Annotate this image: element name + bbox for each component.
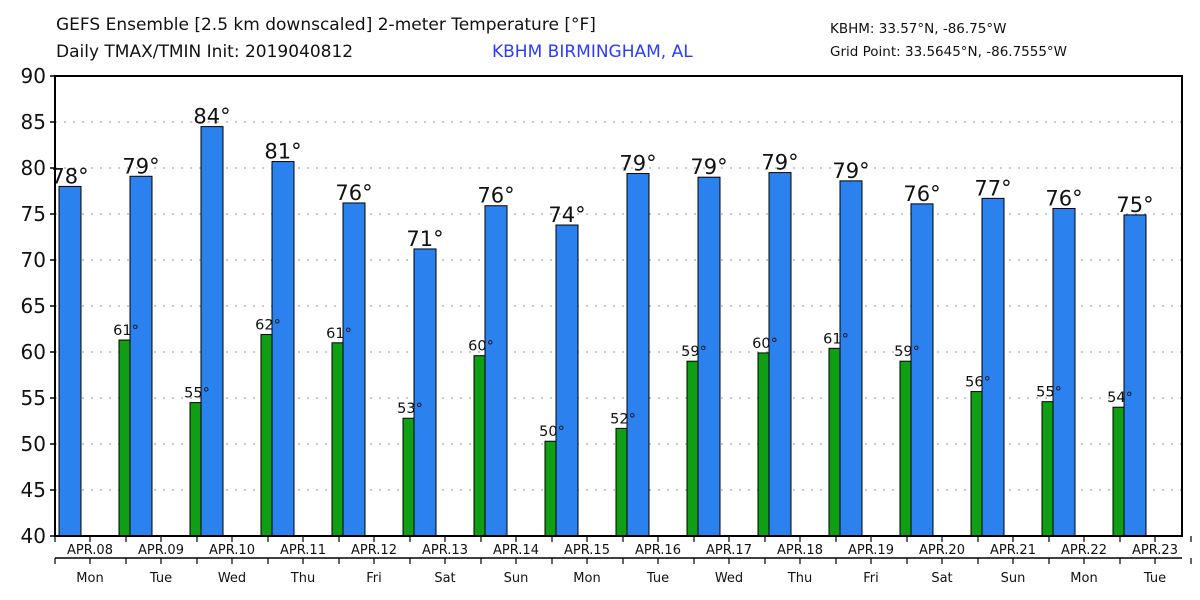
tmax-label: 76° <box>903 182 940 206</box>
location-label: KBHM BIRMINGHAM, AL <box>492 42 693 62</box>
tmax-label: 77° <box>974 176 1011 200</box>
tmax-label: 76° <box>477 184 514 208</box>
weekday-label: Sun <box>504 571 529 586</box>
tmin-label: 55° <box>1036 385 1062 401</box>
tmin-label: 50° <box>539 424 565 440</box>
weekday-label: Wed <box>218 571 246 586</box>
y-tick-label: 85 <box>21 110 46 134</box>
weekday-label: Sun <box>1001 571 1026 586</box>
tmax-bar <box>58 185 82 537</box>
date-label: APR.08 <box>67 543 113 558</box>
y-tick-label: 50 <box>21 432 46 456</box>
axes: 40 45 50 55 60 65 70 75 80 85 90 APR.08 Mon APR.09 Tue… <box>21 64 1192 586</box>
y-tick-label: 75 <box>21 202 46 226</box>
tmax-bar <box>626 173 650 537</box>
weekday-label: Mon <box>76 571 103 586</box>
tmax-label: 79° <box>690 155 727 179</box>
tmax-bar <box>271 161 295 537</box>
tmin-label: 61° <box>113 323 139 339</box>
date-label: APR.20 <box>919 543 965 558</box>
date-label: APR.17 <box>706 543 752 558</box>
date-label: APR.19 <box>848 543 894 558</box>
date-label: APR.10 <box>209 543 255 558</box>
tmax-label: 84° <box>193 105 230 129</box>
weekday-label: Tue <box>1143 571 1166 586</box>
tmax-bar <box>342 202 366 537</box>
tmin-label: 56° <box>965 375 991 391</box>
tmax-bar <box>768 172 792 537</box>
chart-title: GEFS Ensemble [2.5 km downscaled] 2-mete… <box>56 15 596 35</box>
y-tick-label: 90 <box>21 64 46 88</box>
date-label: APR.13 <box>422 543 468 558</box>
tmin-label: 61° <box>823 331 849 347</box>
weekday-label: Sat <box>434 571 455 586</box>
tmax-bar <box>200 126 224 537</box>
y-tick-label: 80 <box>21 156 46 180</box>
chart-subtitle: Daily TMAX/TMIN Init: 2019040812 <box>56 42 354 62</box>
y-tick-label: 65 <box>21 294 46 318</box>
tmax-label: 81° <box>264 140 301 164</box>
y-tick-label: 45 <box>21 478 46 502</box>
tmax-bar <box>413 248 437 537</box>
weekday-label: Sat <box>931 571 952 586</box>
tmax-label: 74° <box>548 203 585 227</box>
weekday-label: Thu <box>787 571 812 586</box>
tmin-label: 61° <box>326 326 352 342</box>
bar-labels: 78° 61° 79° 55° 84° 62° 81° 61° 76° 53° 71° 60° 76° 5… <box>51 105 1153 441</box>
tmax-label: 79° <box>122 154 159 178</box>
tmin-label: 60° <box>752 336 778 352</box>
weekday-label: Thu <box>290 571 315 586</box>
date-label: APR.16 <box>635 543 681 558</box>
tmin-label: 54° <box>1107 390 1133 406</box>
date-label: APR.11 <box>280 543 326 558</box>
date-label: APR.18 <box>777 543 823 558</box>
weekday-label: Mon <box>573 571 600 586</box>
grid-point-coordinates: Grid Point: 33.5645°N, -86.7555°W <box>830 44 1068 60</box>
tmax-bar <box>484 205 508 537</box>
tmin-label: 59° <box>681 344 707 360</box>
tmax-bar <box>839 180 863 537</box>
date-label: APR.23 <box>1132 543 1178 558</box>
tmax-label: 76° <box>335 181 372 205</box>
tmax-bar <box>1123 214 1147 537</box>
station-coordinates: KBHM: 33.57°N, -86.75°W <box>830 21 1007 37</box>
weekday-label: Fri <box>863 571 879 586</box>
tmax-label: 79° <box>832 159 869 183</box>
tmin-label: 59° <box>894 344 920 360</box>
tmax-bar <box>910 203 934 537</box>
tmax-label: 78° <box>51 164 88 188</box>
y-tick-label: 40 <box>21 524 46 548</box>
y-tick-label: 55 <box>21 386 46 410</box>
weekday-label: Fri <box>366 571 382 586</box>
date-label: APR.21 <box>990 543 1036 558</box>
tmax-bar <box>1052 207 1076 537</box>
weekday-label: Mon <box>1070 571 1097 586</box>
tmax-label: 75° <box>1116 193 1153 217</box>
weekday-label: Tue <box>646 571 669 586</box>
weekday-label: Wed <box>715 571 743 586</box>
tmax-label: 79° <box>761 151 798 175</box>
y-tick-label: 60 <box>21 340 46 364</box>
plot-frame <box>54 75 1183 537</box>
tmin-label: 60° <box>468 339 494 355</box>
weekday-label: Tue <box>149 571 172 586</box>
bars <box>58 126 1147 537</box>
tmin-label: 52° <box>610 411 636 427</box>
date-label: APR.12 <box>351 543 397 558</box>
date-label: APR.09 <box>138 543 184 558</box>
tmax-bar <box>129 175 153 537</box>
tmax-label: 71° <box>406 227 443 251</box>
tmin-label: 62° <box>255 318 281 334</box>
date-label: APR.22 <box>1061 543 1107 558</box>
tmin-label: 53° <box>397 401 423 417</box>
tmax-label: 76° <box>1045 186 1082 210</box>
date-label: APR.14 <box>493 543 539 558</box>
tmax-bar <box>981 197 1005 537</box>
tmin-label: 55° <box>184 386 210 402</box>
tmax-bar <box>555 224 579 537</box>
date-label: APR.15 <box>564 543 610 558</box>
y-tick-label: 70 <box>21 248 46 272</box>
tmax-label: 79° <box>619 152 656 176</box>
